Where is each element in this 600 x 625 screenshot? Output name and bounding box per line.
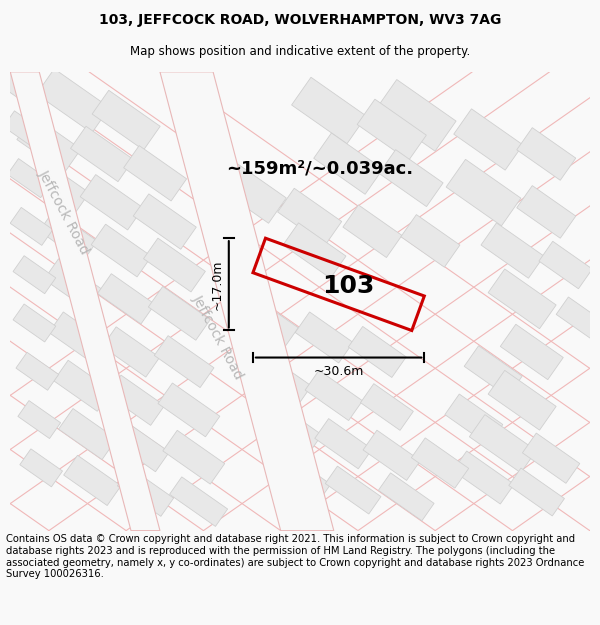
Polygon shape xyxy=(517,127,576,180)
Polygon shape xyxy=(170,477,227,526)
Polygon shape xyxy=(539,241,592,289)
Polygon shape xyxy=(500,324,563,379)
Polygon shape xyxy=(4,111,46,149)
Polygon shape xyxy=(59,409,116,459)
Polygon shape xyxy=(160,72,334,531)
Polygon shape xyxy=(305,370,362,421)
Polygon shape xyxy=(154,336,214,388)
Polygon shape xyxy=(488,371,556,430)
Polygon shape xyxy=(80,174,143,230)
Polygon shape xyxy=(269,451,331,504)
Polygon shape xyxy=(469,414,536,472)
Polygon shape xyxy=(71,126,134,182)
Text: ~17.0m: ~17.0m xyxy=(211,259,224,309)
Polygon shape xyxy=(118,468,173,516)
Polygon shape xyxy=(13,256,56,294)
Polygon shape xyxy=(523,433,580,483)
Polygon shape xyxy=(13,304,56,342)
Polygon shape xyxy=(10,208,53,246)
Polygon shape xyxy=(133,194,196,249)
Polygon shape xyxy=(16,352,59,390)
Text: Map shows position and indicative extent of the property.: Map shows position and indicative extent… xyxy=(130,44,470,58)
Polygon shape xyxy=(361,384,413,431)
Polygon shape xyxy=(124,146,187,201)
Polygon shape xyxy=(103,327,160,377)
Polygon shape xyxy=(376,79,456,151)
Text: 103, JEFFCOCK ROAD, WOLVERHAMPTON, WV3 7AG: 103, JEFFCOCK ROAD, WOLVERHAMPTON, WV3 7… xyxy=(99,13,501,27)
Polygon shape xyxy=(517,186,576,238)
Polygon shape xyxy=(379,149,443,207)
Polygon shape xyxy=(445,394,503,445)
Polygon shape xyxy=(92,90,160,150)
Polygon shape xyxy=(357,99,427,161)
Polygon shape xyxy=(315,419,372,469)
Polygon shape xyxy=(7,159,52,198)
Polygon shape xyxy=(217,162,286,223)
Polygon shape xyxy=(453,451,514,504)
Polygon shape xyxy=(97,274,155,324)
Polygon shape xyxy=(112,421,169,472)
Polygon shape xyxy=(464,346,522,397)
Text: Jeffcock Road: Jeffcock Road xyxy=(35,168,92,257)
Polygon shape xyxy=(379,473,434,521)
Polygon shape xyxy=(509,468,565,516)
Polygon shape xyxy=(0,65,44,108)
Polygon shape xyxy=(283,223,346,278)
Polygon shape xyxy=(49,312,107,363)
Polygon shape xyxy=(259,401,322,457)
Polygon shape xyxy=(488,269,556,329)
Polygon shape xyxy=(10,72,160,531)
Polygon shape xyxy=(54,360,112,411)
Polygon shape xyxy=(325,466,381,514)
Text: Jeffcock Road: Jeffcock Road xyxy=(190,292,246,382)
Polygon shape xyxy=(234,294,298,351)
Polygon shape xyxy=(278,188,342,245)
Polygon shape xyxy=(91,224,151,277)
Polygon shape xyxy=(64,455,121,506)
Text: Contains OS data © Crown copyright and database right 2021. This information is : Contains OS data © Crown copyright and d… xyxy=(6,534,584,579)
Polygon shape xyxy=(292,78,367,144)
Polygon shape xyxy=(481,223,544,278)
Polygon shape xyxy=(18,401,61,439)
Text: ~159m²/~0.039ac.: ~159m²/~0.039ac. xyxy=(226,159,413,177)
Polygon shape xyxy=(148,286,210,340)
Polygon shape xyxy=(454,109,523,170)
Polygon shape xyxy=(158,383,220,437)
Polygon shape xyxy=(250,354,311,408)
Polygon shape xyxy=(17,116,81,172)
Polygon shape xyxy=(143,238,205,292)
Polygon shape xyxy=(44,259,102,310)
Polygon shape xyxy=(401,214,460,268)
Polygon shape xyxy=(314,133,383,194)
Polygon shape xyxy=(39,211,97,262)
Polygon shape xyxy=(556,297,600,339)
Polygon shape xyxy=(412,438,469,488)
Polygon shape xyxy=(363,430,421,481)
Polygon shape xyxy=(349,326,406,378)
Text: 103: 103 xyxy=(322,274,374,298)
Polygon shape xyxy=(37,69,110,133)
Polygon shape xyxy=(446,159,521,226)
Polygon shape xyxy=(343,205,402,258)
Polygon shape xyxy=(163,431,224,484)
Polygon shape xyxy=(20,449,62,487)
Polygon shape xyxy=(28,161,89,215)
Text: ~30.6m: ~30.6m xyxy=(313,365,364,378)
Polygon shape xyxy=(107,375,164,426)
Polygon shape xyxy=(295,312,353,363)
